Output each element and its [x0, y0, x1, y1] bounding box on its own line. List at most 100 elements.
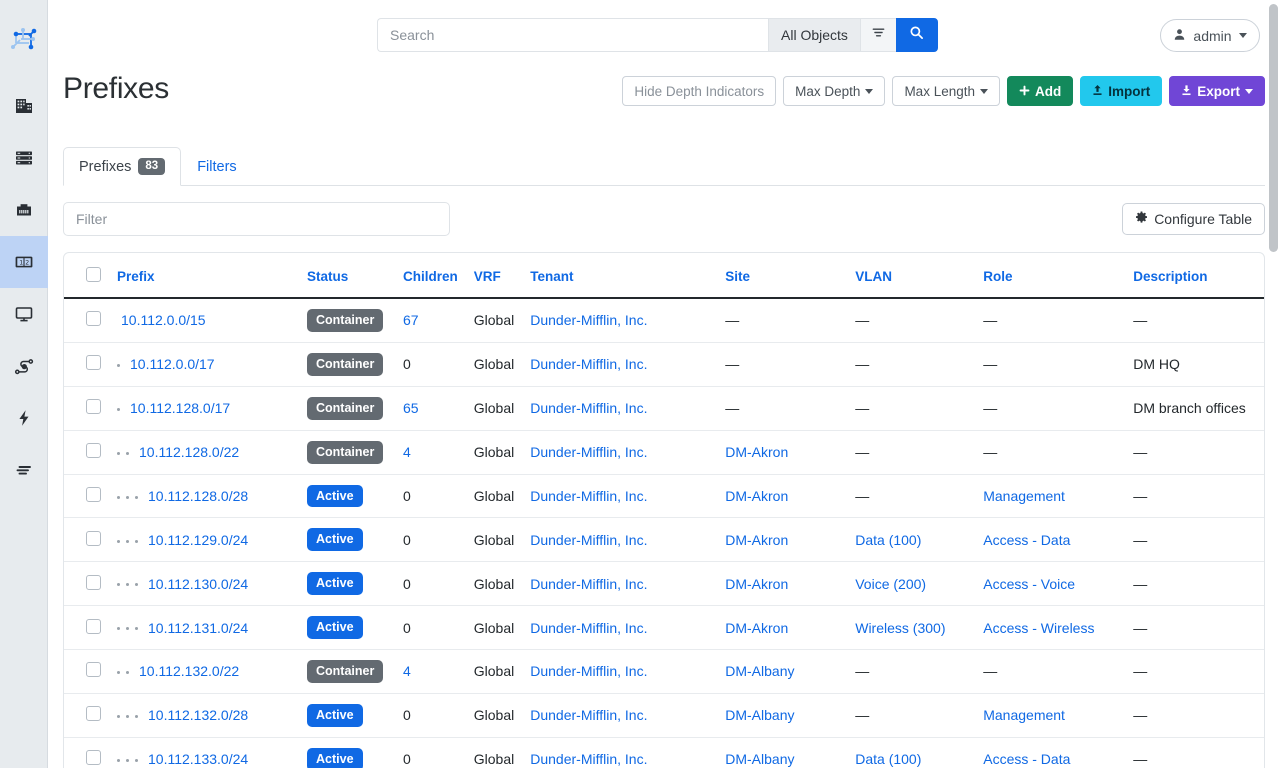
add-button[interactable]: Add — [1006, 76, 1074, 106]
role-link[interactable]: Access - Data — [983, 751, 1071, 768]
column-header-prefix[interactable]: Prefix — [109, 253, 299, 299]
row-checkbox[interactable] — [86, 662, 101, 678]
column-header-prefix-link[interactable]: Prefix — [117, 268, 155, 284]
page-scrollbar-thumb[interactable] — [1269, 4, 1278, 252]
children-count-link[interactable]: 67 — [403, 312, 419, 329]
row-checkbox[interactable] — [86, 355, 101, 371]
vlan-link[interactable]: Voice (200) — [855, 575, 927, 592]
vlan-link[interactable]: Data (100) — [855, 531, 922, 548]
configure-table-button[interactable]: Configure Table — [1122, 203, 1265, 235]
children-count-link[interactable]: 4 — [403, 444, 411, 461]
tenant-link[interactable]: Dunder-Mifflin, Inc. — [530, 400, 648, 417]
vlan-link[interactable]: Wireless (300) — [855, 619, 946, 636]
tenant-link[interactable]: Dunder-Mifflin, Inc. — [530, 444, 648, 461]
tenant-link[interactable]: Dunder-Mifflin, Inc. — [530, 312, 648, 329]
table-filter-input[interactable] — [63, 202, 450, 236]
prefix-link[interactable]: 10.112.128.0/22 — [139, 444, 240, 461]
site-link[interactable]: DM-Akron — [725, 487, 789, 504]
sidebar-item-ipam[interactable]: 1 2 — [0, 236, 48, 288]
role-link[interactable]: Access - Wireless — [983, 619, 1095, 636]
prefix-link[interactable]: 10.112.129.0/24 — [148, 531, 249, 548]
column-header-children[interactable]: Children — [395, 253, 466, 299]
import-button[interactable]: Import — [1080, 76, 1163, 106]
row-checkbox[interactable] — [86, 443, 101, 459]
row-checkbox[interactable] — [86, 399, 101, 415]
prefix-link[interactable]: 10.112.0.0/17 — [130, 356, 215, 373]
role-link[interactable]: Access - Voice — [983, 575, 1076, 592]
sidebar-item-racks[interactable] — [0, 132, 48, 184]
children-count-link[interactable]: 65 — [403, 400, 419, 417]
site-link[interactable]: DM-Akron — [725, 444, 789, 461]
max-depth-dropdown[interactable]: Max Depth — [783, 76, 886, 106]
tenant-link[interactable]: Dunder-Mifflin, Inc. — [530, 356, 648, 373]
prefix-link[interactable]: 10.112.133.0/24 — [148, 751, 249, 768]
object-scope-dropdown[interactable]: All Objects — [768, 18, 860, 52]
role-link[interactable]: Access - Data — [983, 531, 1071, 548]
site-link[interactable]: DM-Akron — [725, 531, 789, 548]
column-header-description-link[interactable]: Description — [1133, 268, 1208, 284]
column-header-site[interactable]: Site — [717, 253, 848, 299]
site-link[interactable]: DM-Akron — [725, 619, 789, 636]
column-header-vlan-link[interactable]: VLAN — [855, 268, 892, 284]
tenant-link[interactable]: Dunder-Mifflin, Inc. — [530, 531, 648, 548]
prefix-link[interactable]: 10.112.0.0/15 — [121, 312, 206, 329]
prefix-link[interactable]: 10.112.130.0/24 — [148, 575, 249, 592]
column-header-vrf[interactable]: VRF — [465, 253, 523, 299]
search-submit-button[interactable] — [895, 18, 938, 52]
column-header-description[interactable]: Description — [1125, 253, 1264, 299]
tenant-link[interactable]: Dunder-Mifflin, Inc. — [530, 619, 648, 636]
column-header-tenant[interactable]: Tenant — [522, 253, 718, 299]
netbox-logo[interactable] — [0, 16, 48, 64]
column-header-vlan[interactable]: VLAN — [847, 253, 976, 299]
tenant-link[interactable]: Dunder-Mifflin, Inc. — [530, 751, 648, 768]
export-dropdown[interactable]: Export — [1169, 76, 1265, 106]
site-link[interactable]: DM-Albany — [725, 707, 795, 724]
prefix-link[interactable]: 10.112.128.0/17 — [130, 400, 231, 417]
column-header-status-link[interactable]: Status — [307, 268, 349, 284]
role-link[interactable]: Management — [983, 707, 1065, 724]
site-link[interactable]: DM-Akron — [725, 575, 789, 592]
site-link[interactable]: DM-Albany — [725, 751, 795, 768]
row-checkbox[interactable] — [86, 486, 101, 502]
prefix-link[interactable]: 10.112.128.0/28 — [148, 487, 249, 504]
user-menu-button[interactable]: admin — [1160, 19, 1260, 52]
sidebar-item-organization[interactable] — [0, 80, 48, 132]
sidebar-item-circuits[interactable] — [0, 340, 48, 392]
max-length-dropdown[interactable]: Max Length — [892, 76, 1000, 106]
row-checkbox[interactable] — [86, 530, 101, 546]
tab-filters[interactable]: Filters — [181, 147, 252, 186]
children-count-link[interactable]: 4 — [403, 663, 411, 680]
role-link[interactable]: Management — [983, 487, 1065, 504]
sidebar-item-devices[interactable] — [0, 184, 48, 236]
vlan-link[interactable]: Data (100) — [855, 751, 922, 768]
row-checkbox[interactable] — [86, 311, 101, 327]
column-header-children-link[interactable]: Children — [403, 268, 458, 284]
tenant-link[interactable]: Dunder-Mifflin, Inc. — [530, 487, 648, 504]
column-header-role-link[interactable]: Role — [983, 268, 1013, 284]
page-scrollbar[interactable] — [1269, 4, 1278, 764]
sidebar-item-power[interactable] — [0, 392, 48, 444]
site-link[interactable]: DM-Albany — [725, 663, 795, 680]
tab-prefixes[interactable]: Prefixes 83 — [63, 147, 182, 186]
search-input[interactable] — [377, 18, 768, 52]
row-checkbox[interactable] — [86, 750, 101, 766]
prefix-link[interactable]: 10.112.131.0/24 — [148, 619, 249, 636]
column-header-vrf-link[interactable]: VRF — [473, 268, 501, 284]
search-filter-button[interactable] — [859, 18, 896, 52]
row-checkbox[interactable] — [86, 574, 101, 590]
column-header-status[interactable]: Status — [299, 253, 395, 299]
sidebar-item-virtualization[interactable] — [0, 288, 48, 340]
select-all-checkbox[interactable] — [86, 267, 101, 282]
tenant-link[interactable]: Dunder-Mifflin, Inc. — [530, 707, 648, 724]
row-checkbox[interactable] — [86, 706, 101, 722]
hide-depth-indicators-button[interactable]: Hide Depth Indicators — [622, 76, 777, 106]
column-header-site-link[interactable]: Site — [725, 268, 750, 284]
tenant-link[interactable]: Dunder-Mifflin, Inc. — [530, 663, 648, 680]
sidebar-item-logging[interactable] — [0, 444, 48, 496]
prefix-link[interactable]: 10.112.132.0/22 — [139, 663, 240, 680]
column-header-tenant-link[interactable]: Tenant — [530, 268, 574, 284]
column-header-role[interactable]: Role — [975, 253, 1126, 299]
row-checkbox[interactable] — [86, 618, 101, 634]
prefix-link[interactable]: 10.112.132.0/28 — [148, 707, 249, 724]
tenant-link[interactable]: Dunder-Mifflin, Inc. — [530, 575, 648, 592]
